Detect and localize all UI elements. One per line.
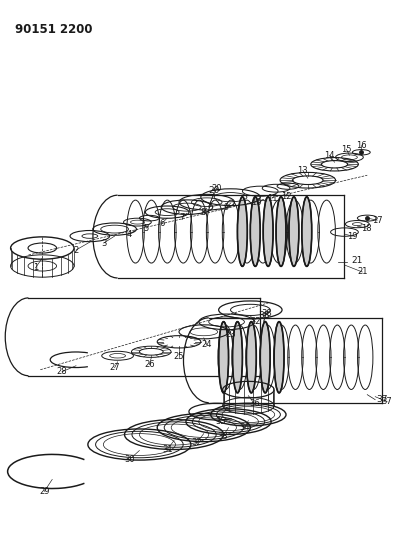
Text: 4: 4 bbox=[127, 230, 132, 239]
Text: 18: 18 bbox=[361, 224, 372, 232]
Ellipse shape bbox=[302, 197, 312, 266]
Text: 20: 20 bbox=[212, 184, 222, 193]
Ellipse shape bbox=[263, 197, 273, 266]
Ellipse shape bbox=[260, 321, 270, 393]
Text: 16: 16 bbox=[356, 141, 367, 150]
Text: 31: 31 bbox=[162, 445, 173, 454]
Text: 33: 33 bbox=[217, 432, 228, 441]
Text: 6: 6 bbox=[160, 219, 165, 228]
Text: 20: 20 bbox=[208, 185, 219, 195]
Ellipse shape bbox=[274, 321, 284, 393]
Text: 2: 2 bbox=[73, 246, 79, 255]
Text: 27: 27 bbox=[109, 363, 120, 372]
Text: 37: 37 bbox=[382, 397, 392, 406]
Ellipse shape bbox=[289, 197, 299, 266]
Text: 19: 19 bbox=[347, 231, 358, 240]
Text: 5: 5 bbox=[144, 224, 149, 232]
Text: 17: 17 bbox=[372, 216, 383, 224]
Text: 15: 15 bbox=[341, 145, 352, 154]
Text: 29: 29 bbox=[39, 487, 50, 496]
Ellipse shape bbox=[232, 321, 242, 393]
Ellipse shape bbox=[250, 197, 260, 266]
Text: 30: 30 bbox=[124, 455, 135, 464]
Text: 28: 28 bbox=[57, 367, 67, 376]
Text: 23: 23 bbox=[225, 330, 236, 340]
Text: 38: 38 bbox=[258, 311, 270, 320]
Ellipse shape bbox=[219, 321, 229, 393]
Text: 25: 25 bbox=[174, 352, 184, 361]
Text: 32: 32 bbox=[191, 438, 202, 447]
Text: 26: 26 bbox=[144, 360, 154, 369]
Text: 34: 34 bbox=[239, 423, 250, 432]
Text: 35: 35 bbox=[215, 417, 226, 426]
Text: 14: 14 bbox=[324, 151, 335, 160]
Text: 21: 21 bbox=[357, 268, 368, 277]
Text: 9: 9 bbox=[224, 203, 229, 212]
Text: 8: 8 bbox=[200, 208, 206, 216]
Text: 1: 1 bbox=[33, 263, 38, 272]
Text: 37: 37 bbox=[376, 395, 388, 404]
Ellipse shape bbox=[276, 197, 286, 266]
Text: 38: 38 bbox=[261, 309, 271, 318]
Text: 13: 13 bbox=[297, 166, 308, 175]
Text: 10: 10 bbox=[251, 198, 262, 207]
Text: 36: 36 bbox=[249, 399, 260, 408]
Text: 24: 24 bbox=[201, 340, 212, 349]
Text: 3: 3 bbox=[101, 239, 106, 247]
Ellipse shape bbox=[246, 321, 256, 393]
Text: 11: 11 bbox=[267, 193, 277, 203]
Text: 90151 2200: 90151 2200 bbox=[15, 22, 92, 36]
Ellipse shape bbox=[238, 197, 247, 266]
Text: 22: 22 bbox=[250, 317, 260, 326]
Text: 7: 7 bbox=[179, 213, 185, 222]
Text: 21: 21 bbox=[352, 255, 363, 264]
Text: 12: 12 bbox=[281, 192, 291, 201]
